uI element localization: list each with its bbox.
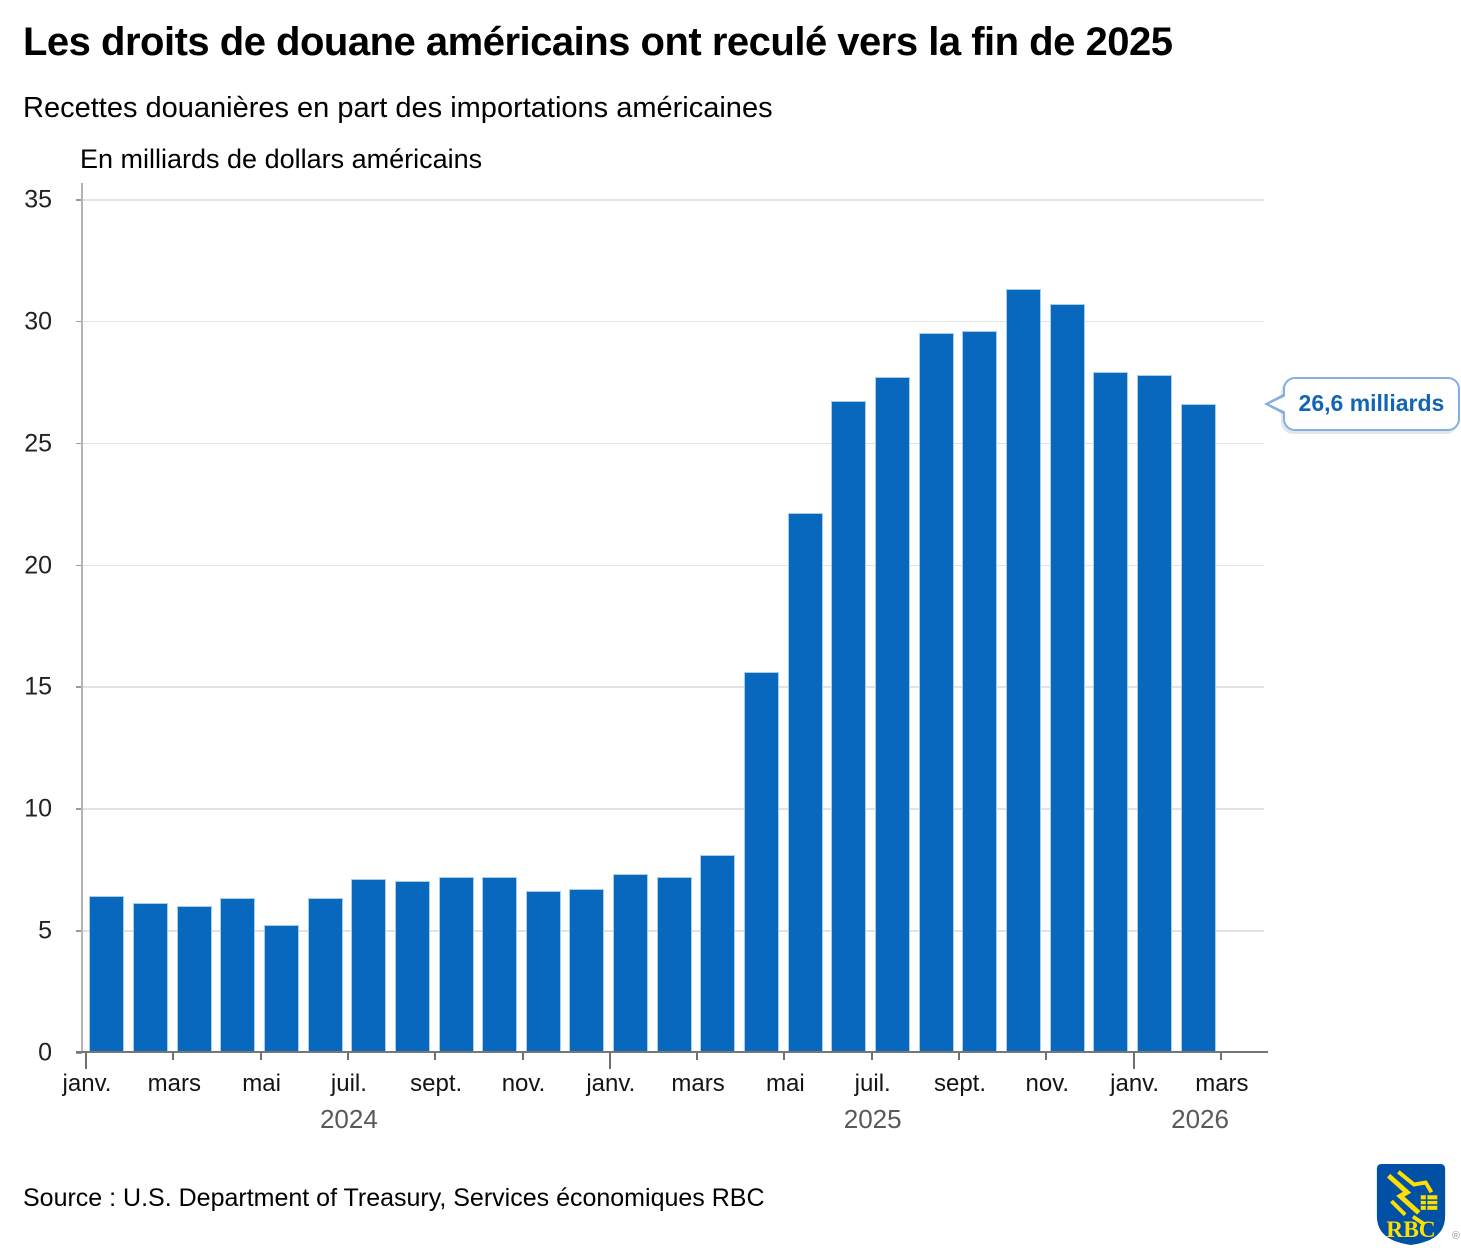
y-tick-label: 10 [24,794,52,823]
x-tick-label: mars [1195,1070,1249,1097]
x-tick-label: nov. [1025,1070,1070,1097]
x-tick-label: juil. [330,1070,367,1097]
y-axis-tick [76,564,82,567]
bar-oct--2025[interactable] [1005,289,1041,1051]
bar-mai-2024[interactable] [263,925,299,1051]
y-tick-label: 30 [24,307,52,336]
callout-text: 26,6 milliards [1298,390,1445,417]
bar-mars-2025[interactable] [700,854,736,1051]
y-axis-tick [76,686,82,688]
x-tick-label: janv. [62,1070,112,1097]
x-axis-tick [783,1053,786,1060]
source-text: Source : U.S. Department of Treasury, Se… [23,1184,765,1212]
x-axis-tick [1132,1053,1135,1069]
gridline [82,199,1264,201]
bar-sept--2025[interactable] [962,330,998,1051]
bar-août-2025[interactable] [918,333,954,1051]
y-tick-label: 25 [24,429,52,458]
x-axis-tick [958,1053,960,1060]
y-axis-tick [76,930,82,932]
y-axis-tick [76,199,82,201]
bar-nov--2024[interactable] [525,891,561,1051]
rbc-logo: RBC ® [1372,1162,1460,1248]
x-axis-tick [434,1053,437,1060]
gridline [82,320,1264,323]
y-axis-tick [76,320,82,323]
bar-janv--2025[interactable] [613,874,649,1051]
y-tick-label: 5 [38,916,52,945]
x-tick-label: nov. [501,1070,546,1097]
chart-title: Les droits de douane américains ont recu… [23,20,1173,64]
y-tick-label: 20 [24,551,52,580]
x-axis-tick [696,1053,699,1060]
y-axis-tick [76,442,82,445]
x-axis-tick [259,1053,262,1060]
year-label: 2024 [319,1104,378,1134]
x-axis-tick [172,1053,175,1060]
x-tick-label: mai [766,1070,805,1097]
rbc-shield-icon: RBC [1376,1164,1446,1245]
y-tick-label: 15 [24,672,52,701]
bar-déc--2024[interactable] [569,888,605,1051]
bar-sept--2024[interactable] [438,876,474,1051]
registered-mark-icon: ® [1451,1230,1460,1242]
x-tick-label: juil. [854,1070,891,1097]
value-callout: 26,6 milliards [1263,376,1461,431]
chart-subtitle: Recettes douanières en part des importat… [23,92,773,124]
bar-juil--2024[interactable] [351,878,387,1051]
x-axis-tick [521,1053,524,1060]
y-axis-unit-label: En milliards de dollars américains [80,144,483,174]
bar-mai-2025[interactable] [787,513,823,1051]
y-tick-label: 0 [38,1038,52,1067]
gridline [82,808,1264,810]
callout-arrow-fill [1268,395,1286,412]
x-tick-label: mars [147,1070,201,1097]
x-axis-tick [346,1053,349,1060]
bar-févr--2024[interactable] [132,903,168,1051]
year-label: 2026 [1171,1104,1229,1134]
x-tick-label: janv. [586,1070,636,1097]
year-label: 2025 [843,1104,902,1134]
bar-mars-2024[interactable] [176,905,212,1051]
y-axis-line [81,183,83,1052]
bar-déc--2025[interactable] [1093,372,1129,1051]
y-axis-tick [76,808,82,810]
gridline [82,564,1264,567]
x-tick-label: janv. [1110,1070,1160,1097]
bar-nov--2025[interactable] [1049,303,1085,1051]
bar-août-2024[interactable] [394,881,430,1051]
bar-juil--2025[interactable] [875,376,910,1051]
x-axis-tick [1045,1053,1048,1060]
x-axis-tick [85,1053,87,1069]
bar-janv--2024[interactable] [89,896,125,1051]
bar-avr--2024[interactable] [220,898,256,1051]
bar-juin-2025[interactable] [831,401,867,1051]
x-axis-tick [870,1053,873,1060]
gridline [82,686,1264,688]
gridline [82,442,1264,445]
x-tick-label: mars [671,1070,725,1097]
y-tick-label: 35 [24,185,52,214]
x-tick-label: sept. [933,1070,987,1097]
bar-févr--2026[interactable] [1180,403,1216,1051]
bar-févr--2025[interactable] [656,876,692,1051]
x-tick-label: sept. [410,1070,463,1097]
bar-avr--2025[interactable] [744,671,780,1051]
bar-oct--2024[interactable] [482,876,518,1051]
x-axis-line [76,1051,1268,1053]
bar-juin-2024[interactable] [307,898,343,1051]
rbc-logo-letters: RBC [1386,1217,1435,1243]
x-tick-label: mai [242,1070,281,1097]
x-axis-tick [608,1053,611,1069]
x-axis-tick [1219,1053,1222,1060]
bar-janv--2026[interactable] [1136,374,1172,1051]
